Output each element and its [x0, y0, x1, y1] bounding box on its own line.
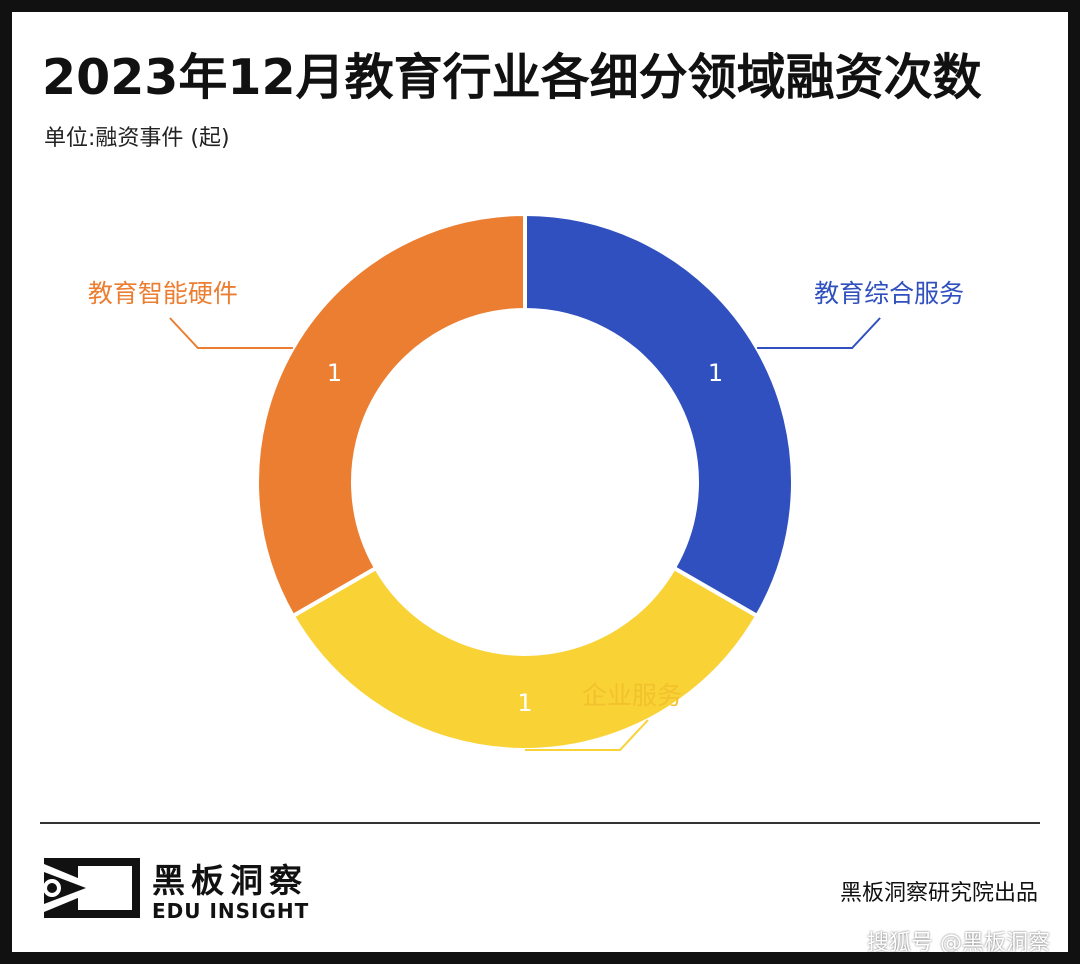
slice-category-label-1: 企业服务 — [582, 681, 682, 710]
brand-name-cn: 黑板洞察 — [152, 861, 308, 900]
chart-unit-label: 单位:融资事件 (起) — [44, 126, 230, 151]
leader-line-0 — [757, 317, 881, 349]
slice-category-label-0: 教育综合服务 — [814, 279, 964, 308]
donut-slice-0 — [523, 211, 795, 619]
donut-slice-2 — [255, 211, 527, 619]
donut-slice-1 — [290, 565, 760, 752]
chart-card: 2023年12月教育行业各细分领域融资次数 单位:融资事件 (起) 1 教育综合服… — [12, 12, 1068, 952]
leader-line-1 — [525, 719, 649, 751]
watermark-text: 搜狐号 @黑板洞察 — [867, 931, 1050, 952]
donut-chart: 1 教育综合服务 1 企业服务 1 教育智能硬件 — [88, 211, 964, 752]
brand-name-en: EDU INSIGHT — [152, 899, 310, 923]
footer-divider — [40, 822, 1040, 824]
edu-insight-logo-icon — [43, 858, 140, 918]
slice-value-label-2: 1 — [327, 359, 342, 387]
slice-value-label-1: 1 — [517, 689, 532, 717]
chart-title: 2023年12月教育行业各细分领域融资次数 — [42, 49, 982, 106]
leader-line-2 — [169, 317, 293, 349]
slice-category-label-2: 教育智能硬件 — [88, 279, 238, 308]
slice-value-label-0: 1 — [708, 359, 723, 387]
credit-text: 黑板洞察研究院出品 — [839, 881, 1038, 906]
